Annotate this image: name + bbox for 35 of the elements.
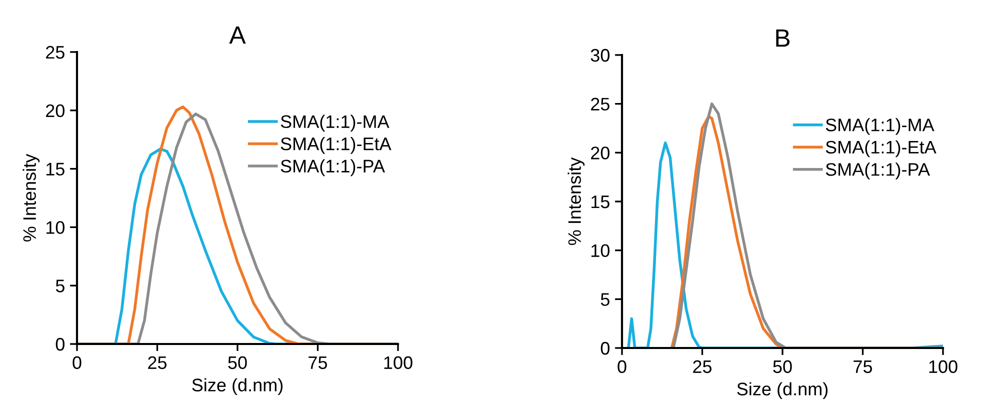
x-tick-label: 25 — [693, 360, 712, 374]
x-tick-label: 75 — [308, 356, 328, 370]
legend-label: SMA(1:1)-PA — [826, 162, 930, 180]
y-tick-label: 10 — [46, 221, 64, 234]
y-tick-label: 25 — [591, 98, 610, 111]
y-tick-label: 0 — [56, 338, 64, 351]
y-tick-label: 30 — [590, 48, 610, 62]
y-axis-title: % Intensity — [568, 157, 585, 246]
x-tick-label: 100 — [384, 356, 412, 370]
x-tick-label: 50 — [773, 360, 792, 374]
y-tick-label: 15 — [591, 196, 610, 208]
y-tick-label: 20 — [591, 146, 610, 160]
x-tick-label: 50 — [228, 356, 247, 370]
y-tick-label: 5 — [56, 280, 64, 292]
legend-label: SMA(1:1)-MA — [826, 118, 934, 135]
y-tick-label: 15 — [46, 162, 64, 176]
chart-title: A — [229, 26, 246, 44]
legend-label: SMA(1:1)-MA — [280, 114, 390, 132]
x-tick-label: 0 — [618, 360, 626, 374]
y-tick-label: 5 — [600, 293, 610, 306]
legend-label: SMA(1:1)-EtA — [280, 137, 392, 154]
y-tick-label: 10 — [591, 244, 610, 258]
x-tick-label: 100 — [929, 360, 958, 374]
x-tick-label: 0 — [72, 356, 82, 370]
y-tick-label: 0 — [600, 342, 610, 355]
legend-label: SMA(1:1)-EtA — [826, 140, 936, 158]
chart-title: B — [776, 29, 790, 47]
x-tick-label: 75 — [854, 360, 872, 374]
y-tick-label: 25 — [46, 46, 64, 59]
x-axis-title: Size (d.nm) — [737, 382, 828, 400]
y-tick-label: 20 — [46, 104, 64, 118]
x-axis-title: Size (d.nm) — [192, 378, 283, 396]
legend-label: SMA(1:1)-PA — [280, 159, 385, 176]
y-axis-title: % Intensity — [22, 154, 40, 242]
x-tick-label: 25 — [148, 356, 167, 370]
